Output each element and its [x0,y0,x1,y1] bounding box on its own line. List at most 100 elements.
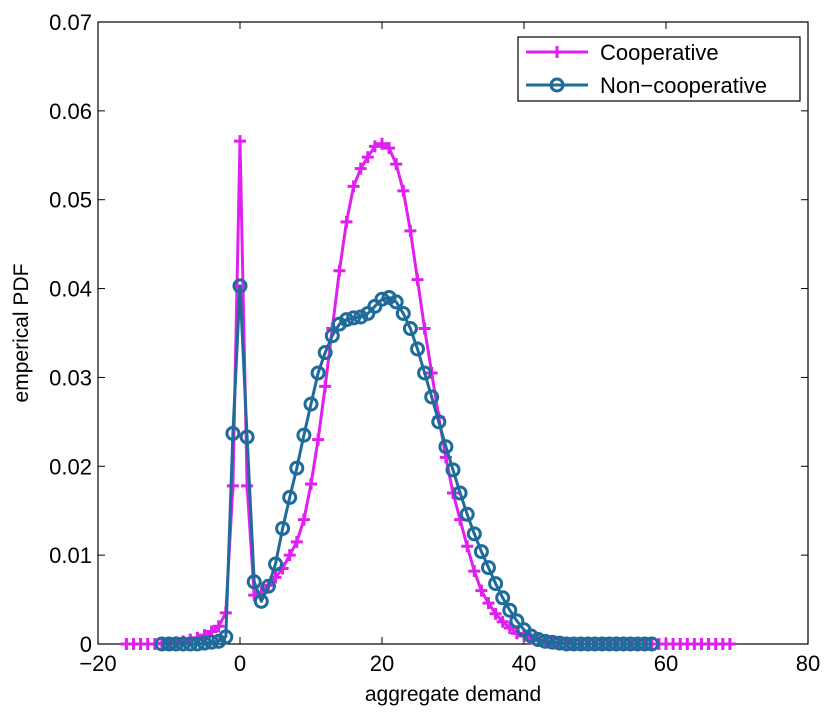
data-point [573,636,589,652]
data-point [182,636,198,652]
x-axis-label: aggregate demand [365,683,541,706]
data-point [290,535,303,548]
data-point [424,389,440,405]
data-point [395,305,411,321]
data-point [232,278,248,294]
legend-label-cooperative: Cooperative [600,40,719,65]
data-point [452,485,468,501]
x-tick-label: 60 [654,651,678,676]
legend-marker-cooperative [551,46,563,58]
data-point [297,513,310,526]
x-tick-label: −20 [79,651,116,676]
data-point [324,328,340,344]
data-point [468,565,481,578]
data-point [253,593,269,609]
y-tick-label: 0.07 [49,10,92,35]
x-tick-label: 20 [370,651,394,676]
y-tick-label: 0 [80,632,92,657]
series-line-1 [161,284,652,646]
data-point [198,629,211,642]
data-point [608,636,624,652]
data-point [594,636,610,652]
data-point [340,215,353,228]
data-point [503,622,516,635]
y-tick-label: 0.03 [49,365,92,390]
data-point [319,380,332,393]
legend-marker-noncooperative [549,77,565,93]
data-point [234,135,246,148]
legend-box [517,36,801,102]
data-point [241,479,254,492]
series-layer [120,135,736,652]
data-point [353,309,369,325]
data-point [489,607,502,620]
data-point [296,427,312,443]
data-point [333,264,346,277]
data-point [218,629,234,645]
data-point [346,310,362,326]
data-point [376,137,388,150]
data-point [509,613,525,629]
x-tick-label: 40 [512,651,536,676]
data-point [601,636,617,652]
data-point [502,602,518,618]
x-tick-label: 0 [234,651,246,676]
data-point [537,633,553,649]
data-point [260,578,276,594]
data-point [466,526,482,542]
data-point [438,439,454,455]
data-point [275,520,291,536]
data-point [225,425,241,441]
data-point [496,615,509,628]
ticks: −20 0 20 40 60 8000.010.020.030.040.050.060.0… [49,10,820,676]
data-point [530,632,546,648]
data-point [312,433,325,446]
data-point [282,489,298,505]
data-point [580,636,596,652]
data-point [411,273,424,286]
y-tick-label: 0.01 [49,543,92,568]
data-point [354,162,367,175]
data-point [310,365,326,381]
data-point [559,636,575,652]
y-tick-label: 0.02 [49,454,92,479]
data-point [303,396,319,412]
data-point [637,636,653,652]
data-point [305,478,317,491]
data-point [268,556,283,572]
data-point [402,321,418,337]
y-tick-label: 0.05 [49,188,92,213]
data-point [168,636,184,652]
data-point [418,322,431,335]
data-point [475,584,488,597]
data-point [161,636,177,652]
data-point [552,635,567,651]
data-point [481,560,496,576]
data-point [630,636,646,652]
data-point [374,291,390,307]
data-point [347,180,360,193]
legend: Cooperative Non−cooperative [517,36,801,102]
data-point [361,151,374,164]
data-point [383,142,396,155]
data-point [461,540,474,553]
data-point [488,576,504,592]
data-point [289,460,305,476]
data-point [189,636,205,652]
data-point [623,636,638,652]
data-point [283,549,296,562]
data-point [459,506,475,522]
data-point [317,345,333,361]
data-point [482,597,495,610]
data-point [566,636,582,652]
y-tick-label: 0.06 [49,99,92,124]
data-point [544,634,560,650]
data-point [212,620,225,633]
data-point [404,224,417,237]
data-point [175,636,191,652]
data-point [587,636,603,652]
data-point [388,294,404,310]
data-point [615,636,631,652]
data-point [154,636,170,652]
